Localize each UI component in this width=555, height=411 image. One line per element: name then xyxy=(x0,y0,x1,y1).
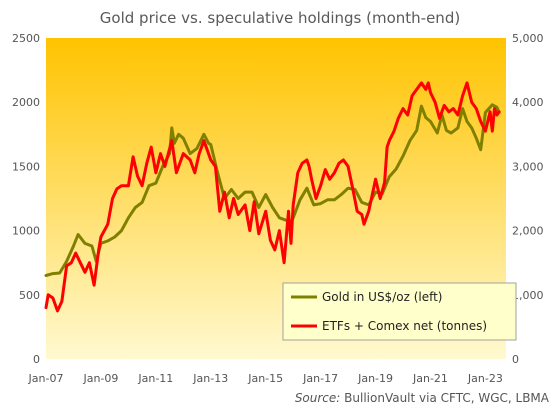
left-tick-label: 2000 xyxy=(12,96,40,109)
legend-box xyxy=(282,282,517,341)
x-tick-label: Jan-23 xyxy=(467,372,503,385)
right-tick-label: 0 xyxy=(512,353,519,366)
x-tick-label: Jan-09 xyxy=(82,372,118,385)
right-tick-label: 2,000 xyxy=(512,225,544,238)
source-note: Source: BullionVault via CFTC, WGC, LBMA xyxy=(295,391,550,405)
left-tick-label: 2500 xyxy=(12,32,40,45)
left-tick-label: 500 xyxy=(19,289,40,302)
series-line-holdings xyxy=(44,81,501,313)
source-text: BullionVault via CFTC, WGC, LBMA xyxy=(340,391,549,405)
legend: Gold in US$/oz (left) ETFs + Comex net (… xyxy=(282,282,517,341)
left-tick-label: 1000 xyxy=(12,225,40,238)
right-tick-label: 3,000 xyxy=(512,160,544,173)
x-tick-label: Jan-13 xyxy=(192,372,228,385)
legend-label-gold: Gold in US$/oz (left) xyxy=(322,290,443,304)
left-tick-label: 1500 xyxy=(12,160,40,173)
right-tick-label: 5,000 xyxy=(512,32,544,45)
legend-label-holdings: ETFs + Comex net (tonnes) xyxy=(322,319,487,333)
x-tick-label: Jan-07 xyxy=(28,372,64,385)
x-axis: Jan-07 Jan-09 Jan-11 Jan-13 Jan-15 Jan-17 Jan-… xyxy=(28,372,503,385)
series-layer xyxy=(44,81,501,313)
source-label: Source: xyxy=(295,391,341,405)
left-axis: 0 500 1000 1500 2000 2500 xyxy=(12,32,40,366)
x-tick-label: Jan-17 xyxy=(302,372,338,385)
left-tick-label: 0 xyxy=(33,353,40,366)
x-tick-label: Jan-19 xyxy=(357,372,393,385)
right-tick-label: 4,000 xyxy=(512,96,544,109)
x-tick-label: Jan-11 xyxy=(137,372,173,385)
right-tick-label: 1,000 xyxy=(512,289,544,302)
series-line-gold xyxy=(44,103,501,277)
x-tick-label: Jan-21 xyxy=(412,372,448,385)
chart-title: Gold price vs. speculative holdings (mon… xyxy=(100,9,460,27)
x-tick-label: Jan-15 xyxy=(247,372,283,385)
right-axis: 0 1,000 2,000 3,000 4,000 5,000 xyxy=(512,32,544,366)
